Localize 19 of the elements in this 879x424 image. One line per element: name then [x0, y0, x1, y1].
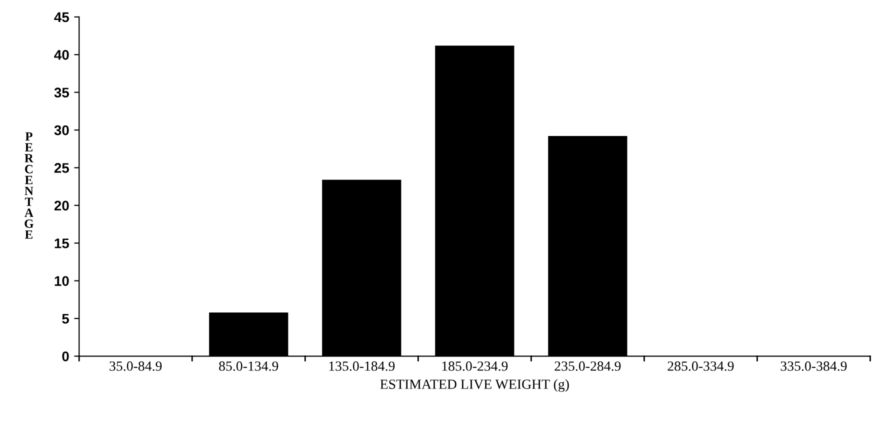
y-tick-label: 10: [54, 276, 69, 286]
y-tick-label: 5: [62, 314, 69, 324]
x-tick-label: 135.0-184.9: [329, 361, 395, 371]
y-tick-label: 25: [54, 163, 69, 173]
x-tick-label: 185.0-234.9: [442, 361, 508, 371]
x-axis-title: ESTIMATED LIVE WEIGHT (g): [380, 379, 569, 392]
x-tick-label: 35.0-84.9: [110, 361, 162, 371]
y-tick-label: 40: [54, 50, 69, 60]
x-tick-label: 285.0-334.9: [668, 361, 734, 371]
y-tick-label: 30: [54, 125, 69, 136]
y-tick-label: 0: [62, 351, 69, 362]
x-tick-label: 85.0-134.9: [219, 361, 278, 371]
y-tick-label: 45: [54, 12, 69, 22]
y-tick-label: 15: [54, 238, 69, 248]
x-tick-label: 335.0-384.9: [780, 361, 847, 371]
text: PERCENTAGE: [24, 132, 34, 239]
x-tick-label: 235.0-284.9: [554, 361, 621, 371]
y-tick-label: 35: [54, 88, 69, 98]
y-tick-label: 20: [54, 200, 69, 211]
